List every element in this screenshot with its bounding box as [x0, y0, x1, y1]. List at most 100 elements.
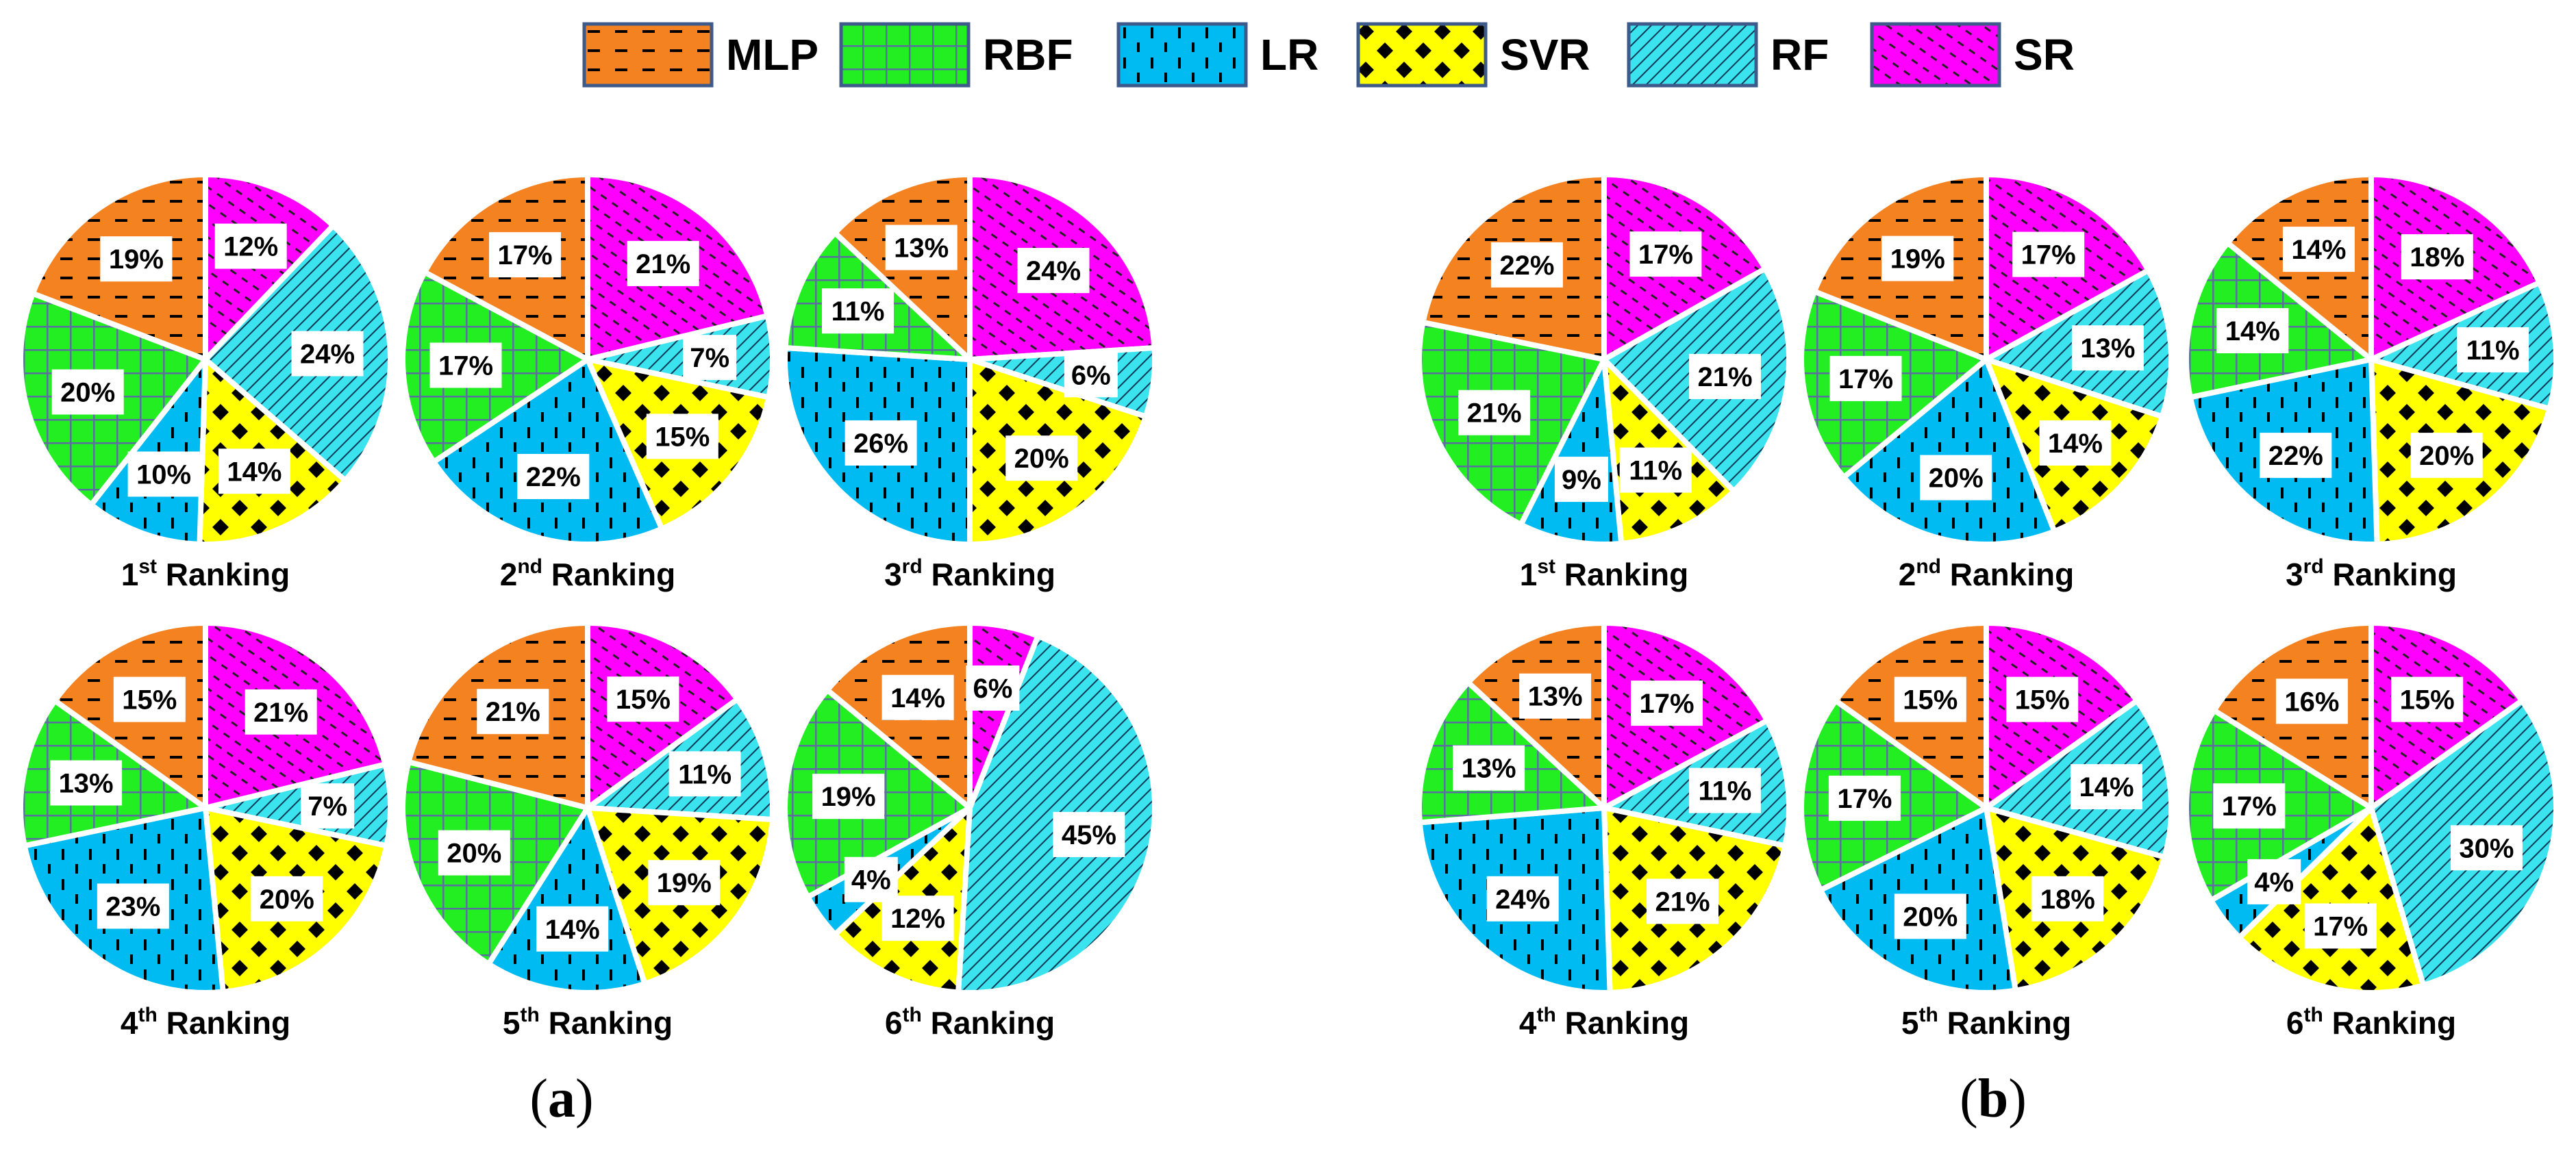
data-label: 15%: [616, 685, 671, 715]
pie-chart-title: 2nd Ranking: [500, 555, 676, 592]
data-label-box: [536, 906, 609, 952]
pie-chart-title: 5th Ranking: [1901, 1004, 2071, 1041]
data-label: 20%: [1014, 444, 1069, 474]
data-label: 17%: [497, 240, 552, 270]
legend-item-rbf: RBF: [839, 21, 1073, 89]
legend-swatch-sr: [1870, 22, 2001, 88]
data-label: 24%: [1495, 885, 1550, 915]
data-label-box: [438, 830, 510, 876]
data-label-box: [113, 676, 186, 722]
legend-item-mlp: MLP: [582, 21, 818, 89]
data-label-box: [881, 674, 954, 720]
data-label-box: [50, 760, 123, 806]
legend-label: LR: [1260, 30, 1319, 79]
pie-slice-lr: [431, 357, 665, 547]
pie-chart-b-4: 17% 11% 21% 24% 13% 13% 4th Ranking: [1416, 620, 1792, 1041]
data-label-box: [1005, 435, 1078, 481]
data-label-box: [607, 676, 679, 722]
data-label: 17%: [1838, 364, 1893, 394]
legend-label: RF: [1771, 30, 1829, 79]
legend-item-rf: RF: [1627, 21, 1829, 89]
pie-chart-a-3: 24% 6% 20% 26% 11% 13% 3rd Ranking: [782, 172, 1158, 592]
data-label-box: [1554, 457, 1608, 503]
data-label-box: [2410, 433, 2483, 479]
data-label-box: [2039, 420, 2112, 466]
data-label-box: [2304, 903, 2377, 949]
data-label-box: [245, 689, 317, 735]
data-label: 12%: [890, 904, 945, 934]
data-label-box: [627, 240, 699, 286]
data-label-box: [2401, 234, 2473, 280]
data-label-box: [822, 288, 894, 334]
pie-slice-svr: [2236, 805, 2427, 995]
pie-chart-a-6: 6% 45% 12% 4% 19% 14% 6th Ranking: [782, 620, 1158, 1041]
data-label-box: [251, 876, 323, 922]
pie-chart-title: 6th Ranking: [2286, 1004, 2456, 1041]
data-label: 26%: [853, 429, 908, 459]
data-label: 17%: [2021, 240, 2076, 270]
data-label: 15%: [1903, 685, 1958, 715]
data-label: 14%: [227, 457, 282, 487]
data-label: 14%: [890, 683, 945, 713]
legend-swatch-lr: [1116, 22, 1248, 88]
data-label: 14%: [2048, 429, 2103, 459]
legend-label: SVR: [1500, 30, 1590, 79]
pie-chart-title: 4th Ranking: [121, 1004, 290, 1041]
data-label-box: [1619, 447, 1692, 493]
data-label: 13%: [1462, 754, 1516, 784]
pie-chart-a-5: 15% 11% 19% 14% 20% 21% 5th Ranking: [399, 620, 775, 1041]
data-label-box: [1490, 242, 1563, 288]
data-label: 17%: [438, 351, 493, 381]
data-label-box: [2247, 859, 2301, 904]
data-label-box: [2457, 327, 2529, 372]
data-label-box: [1629, 231, 1702, 277]
data-label: 7%: [308, 791, 347, 822]
data-label: 20%: [447, 839, 501, 869]
data-label: 13%: [2080, 333, 2135, 364]
pie-chart-b-1: 17% 21% 11% 9% 21% 22% 1st Ranking: [1416, 172, 1792, 592]
data-label-box: [1631, 681, 1703, 726]
data-label: 19%: [1890, 244, 1945, 275]
data-label: 17%: [2222, 791, 2277, 822]
panel-label-a: (a): [529, 1069, 594, 1129]
pie-chart-a-2: 21% 7% 15% 22% 17% 17% 2nd Ranking: [400, 172, 775, 592]
data-label-box: [2031, 876, 2104, 922]
legend-swatch-rf: [1627, 22, 1758, 88]
pie-chart-title: 1st Ranking: [1520, 555, 1689, 592]
legend-item-lr: LR: [1116, 21, 1318, 89]
data-label-box: [844, 856, 898, 902]
data-label: 20%: [1903, 902, 1958, 932]
data-label: 30%: [2459, 833, 2514, 863]
legend-label: SR: [2014, 30, 2075, 79]
data-label-box: [1064, 352, 1118, 398]
data-label: 15%: [655, 422, 710, 452]
data-label: 11%: [1698, 776, 1751, 807]
legend-swatch-mlp: [582, 22, 714, 88]
data-label-box: [127, 451, 200, 497]
data-label-box: [1828, 775, 1901, 821]
data-label-box: [1647, 878, 1718, 924]
data-label: 16%: [2284, 687, 2339, 717]
data-label: 45%: [1062, 820, 1116, 850]
data-label: 11%: [831, 296, 885, 327]
data-label-box: [683, 335, 737, 381]
legend-item-sr: SR: [1870, 21, 2075, 89]
data-label-box: [1486, 876, 1559, 922]
data-label-box: [668, 751, 741, 797]
data-label-box: [1689, 353, 1761, 399]
data-label: 14%: [2291, 235, 2346, 265]
data-label-box: [1453, 745, 1525, 791]
data-label-box: [1881, 236, 1954, 281]
data-label: 10%: [136, 460, 191, 490]
data-label-box: [429, 342, 502, 388]
data-label: 18%: [2040, 885, 2095, 915]
data-label-box: [2071, 764, 2142, 810]
pie-chart-b-6: 15% 30% 17% 4% 17% 16% 6th Ranking: [2184, 620, 2559, 1041]
data-label-box: [97, 883, 169, 929]
data-label-box: [646, 414, 718, 459]
data-label-box: [966, 665, 1020, 711]
data-label-box: [1894, 676, 1966, 722]
pie-chart-b-5: 15% 14% 18% 20% 17% 15% 5th Ranking: [1799, 620, 2174, 1041]
data-label: 21%: [486, 697, 540, 727]
